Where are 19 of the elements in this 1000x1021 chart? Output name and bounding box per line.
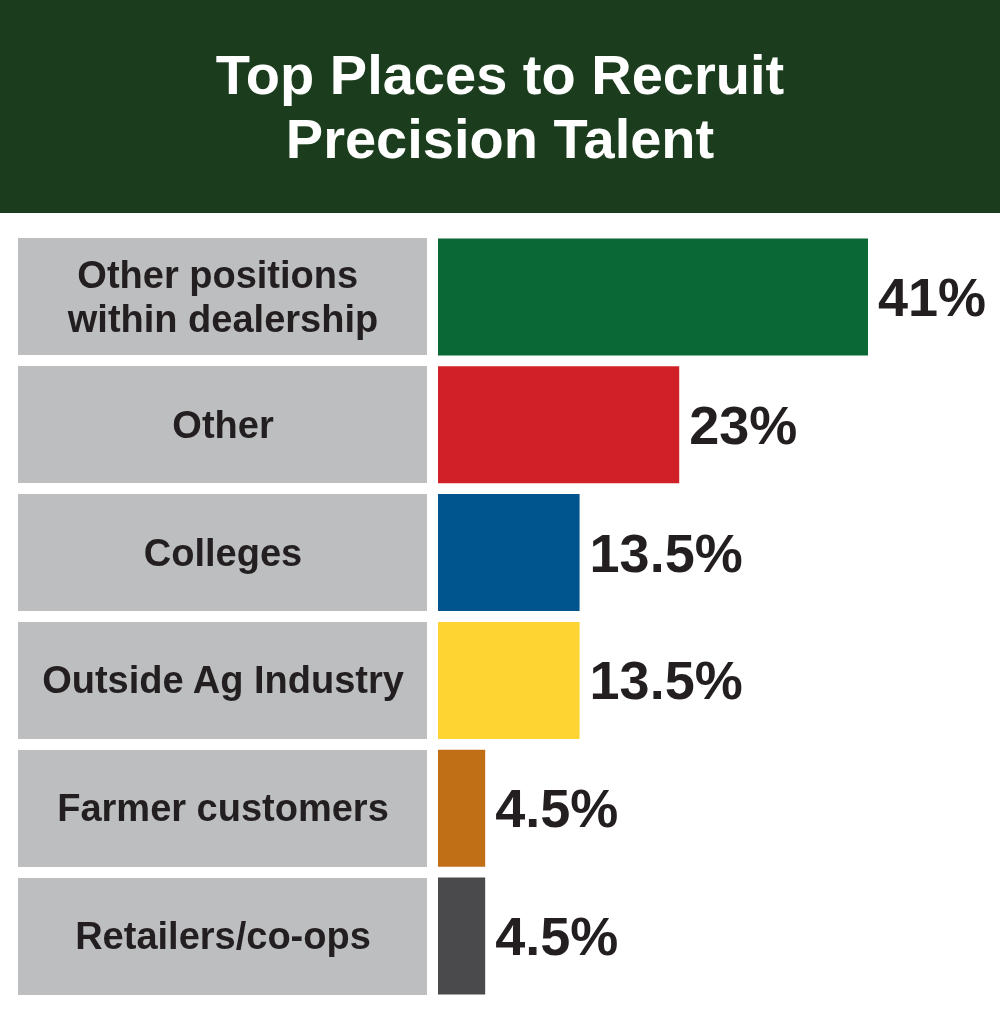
bar (438, 877, 486, 995)
data-label: 41% (878, 266, 987, 327)
chart-title: Top Places to Recruit Precision Talent (214, 42, 786, 171)
data-label: 4.5% (495, 906, 619, 967)
y-tick-label: Other (172, 403, 274, 446)
data-label: 13.5% (589, 650, 743, 711)
y-tick-label: Other positions within dealership (66, 253, 379, 340)
bar (438, 238, 868, 356)
y-tick-label: Farmer customers (57, 787, 389, 830)
data-label: 23% (689, 394, 798, 455)
data-label: 4.5% (495, 778, 619, 839)
bar (438, 749, 486, 867)
bar (438, 621, 580, 739)
y-tick-label: Outside Ag Industry (42, 659, 404, 702)
bar (438, 494, 580, 612)
bar (438, 366, 680, 484)
y-tick-label: Retailers/co-ops (75, 915, 371, 958)
y-tick-label: Colleges (143, 531, 303, 574)
data-label: 13.5% (589, 522, 743, 583)
